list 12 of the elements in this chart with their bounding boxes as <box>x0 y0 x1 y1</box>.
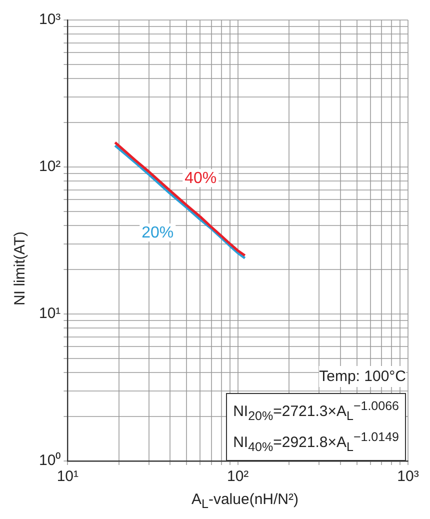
y-axis-title: NI limit(AT) <box>12 231 28 305</box>
x-tick-label: 10³ <box>397 468 419 486</box>
y-tick-label: 10⁰ <box>38 452 61 470</box>
series-label: 20% <box>142 224 174 242</box>
x-axis-title: A$_{L}$-value(nH/N²) <box>190 491 300 511</box>
x-tick-label: 10² <box>227 468 249 486</box>
y-tick-label: 10³ <box>38 11 61 28</box>
series-label: 40% <box>184 170 217 188</box>
x-tick-label: 10¹ <box>56 468 79 486</box>
y-tick-label: 10² <box>38 158 61 176</box>
y-tick-label: 10¹ <box>38 305 61 322</box>
annotation: Temp: 100°C <box>319 366 406 387</box>
